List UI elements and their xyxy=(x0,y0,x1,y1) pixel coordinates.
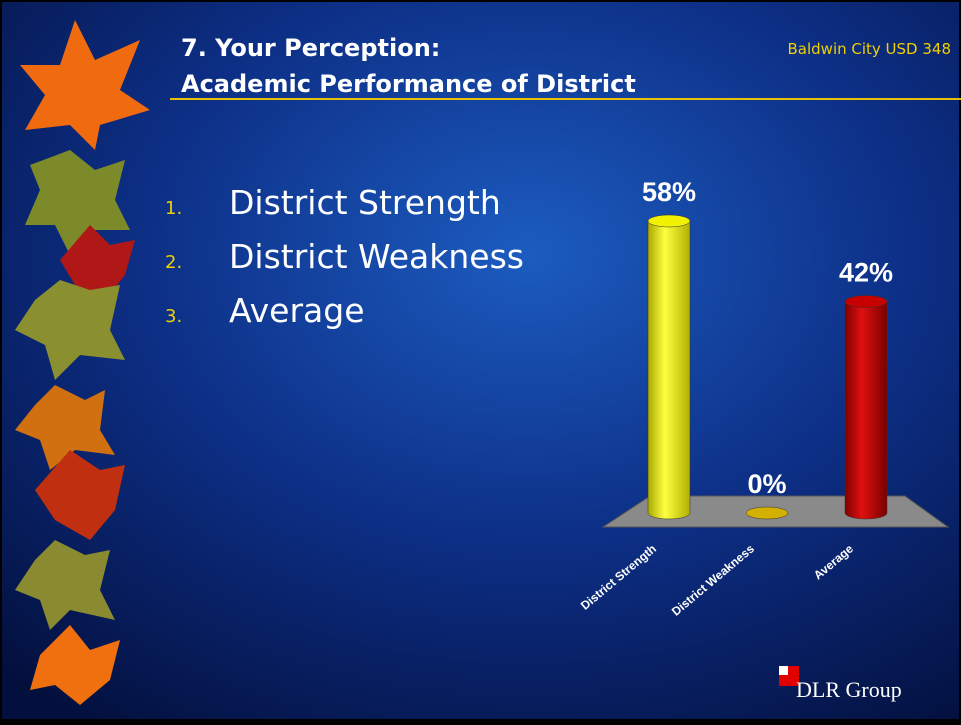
title-line: 7. Your Perception: xyxy=(181,34,440,62)
logo-text: DLR Group xyxy=(796,677,902,702)
list-number: 1. xyxy=(165,198,182,219)
bar xyxy=(745,506,789,520)
title-line: Academic Performance of District xyxy=(181,70,636,98)
value-label: 0% xyxy=(747,469,786,499)
value-label: 58% xyxy=(642,177,696,207)
leaves xyxy=(15,20,150,705)
bar xyxy=(647,220,691,520)
logo-mark xyxy=(779,666,788,675)
value-label: 42% xyxy=(839,258,893,288)
list-number: 2. xyxy=(165,252,182,273)
list-number: 3. xyxy=(165,306,182,327)
organization: Baldwin City USD 348 xyxy=(788,40,952,58)
bar xyxy=(844,301,888,520)
bar-top xyxy=(647,214,691,228)
list-item: District Weakness xyxy=(229,237,524,276)
list-item: District Strength xyxy=(229,183,501,222)
list-item: Average xyxy=(229,291,365,330)
bar-top xyxy=(844,295,888,308)
